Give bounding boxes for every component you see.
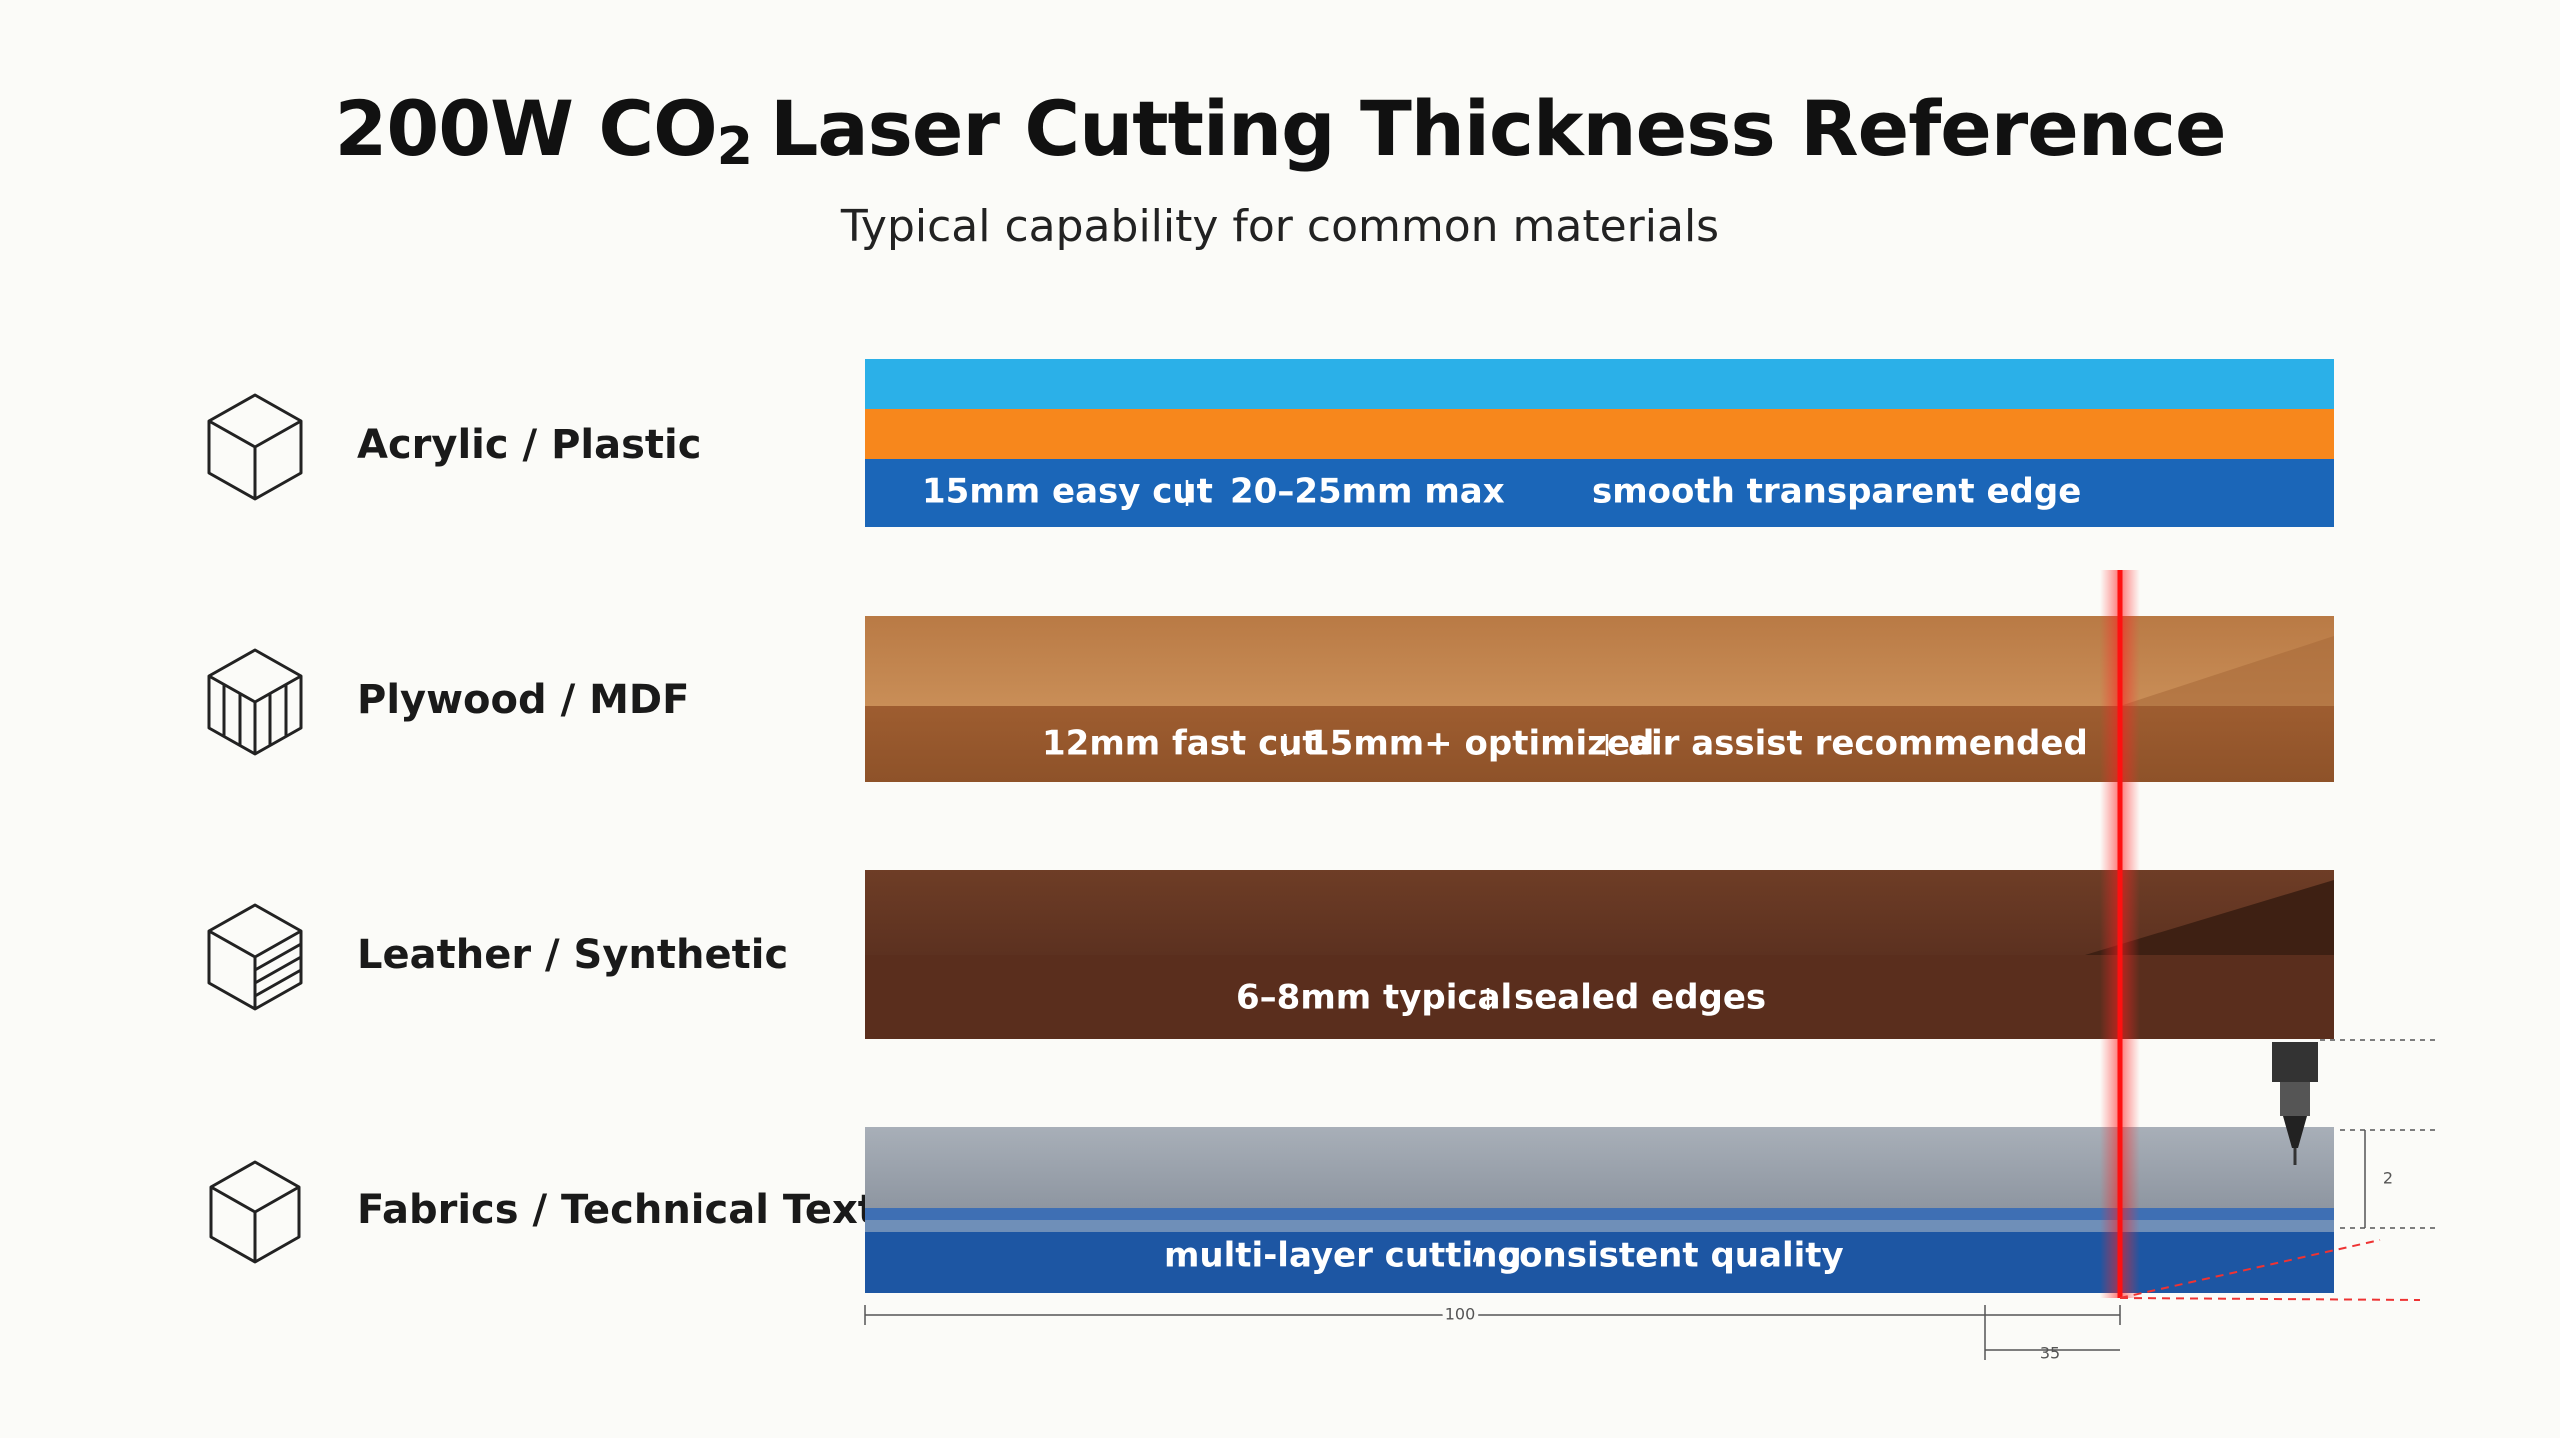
- leather-icon: [207, 903, 303, 1011]
- plywood-icon: [207, 648, 303, 756]
- note: 12mm fast cut: [1042, 724, 1319, 764]
- note: 15mm+ optimized: [1306, 724, 1654, 764]
- dimension-label: 100: [1445, 1305, 1476, 1324]
- title: 200W CO2 Laser Cutting Thickness Referenc…: [334, 84, 2225, 177]
- cube-icon: [209, 1160, 301, 1264]
- dimension-lines: [864, 1039, 2440, 1360]
- leather-sheet: [865, 870, 2334, 1039]
- note: 15mm easy cut: [922, 472, 1213, 512]
- title-subscript: 2: [717, 117, 752, 177]
- title-text: Laser Cutting Thickness Reference: [770, 84, 2226, 173]
- note: sealed edges: [1514, 978, 1766, 1018]
- acrylic-sheet: [865, 359, 2334, 527]
- fabric-sheet: [865, 1127, 2334, 1293]
- note: smooth transparent edge: [1592, 472, 2081, 512]
- note: multi-layer cutting: [1164, 1236, 1522, 1276]
- material-label: Acrylic / Plastic: [357, 422, 701, 468]
- note: air assist recommended: [1628, 724, 2088, 764]
- material-label: Fabrics / Technical Textiles: [357, 1187, 955, 1233]
- note: 20–25mm max: [1230, 472, 1505, 512]
- dimension-label: 2: [2383, 1169, 2393, 1188]
- note: consistent quality: [1499, 1236, 1844, 1276]
- nozzle: [2272, 1042, 2318, 1165]
- plywood-sheet: [865, 616, 2334, 782]
- dimension-label: 35: [2040, 1344, 2060, 1363]
- material-label: Plywood / MDF: [357, 677, 689, 723]
- material-label: Leather / Synthetic: [357, 932, 788, 978]
- laser-guide: [2119, 1239, 2421, 1301]
- subtitle: Typical capability for common materials: [840, 201, 1719, 252]
- note: 6–8mm typical: [1236, 978, 1512, 1018]
- title-text: 200W CO: [334, 84, 716, 173]
- cube-icon: [207, 393, 303, 501]
- separator: [1472, 1247, 1480, 1263]
